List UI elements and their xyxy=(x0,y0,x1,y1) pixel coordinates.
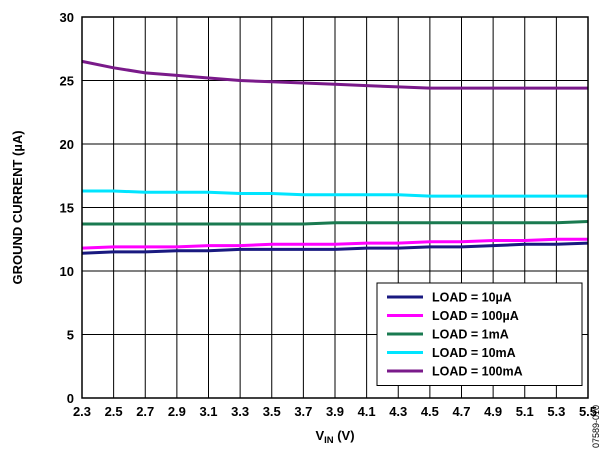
y-tick-label: 0 xyxy=(67,391,74,406)
x-tick-label: 4.3 xyxy=(389,404,407,419)
y-axis-label: GROUND CURRENT (µA) xyxy=(10,130,25,284)
series-line-3 xyxy=(82,189,588,198)
figure-id: 07589-010 xyxy=(591,405,601,448)
series-line-0 xyxy=(81,241,589,255)
y-tick-label: 20 xyxy=(60,137,74,152)
legend-label-2: LOAD = 1mA xyxy=(432,328,509,342)
x-axis-label: VIN (V) xyxy=(315,428,354,446)
y-tick-label: 15 xyxy=(60,201,74,216)
x-axis-label-unit: (V) xyxy=(334,428,355,443)
chart-series xyxy=(81,59,589,255)
x-tick-label: 3.9 xyxy=(326,404,344,419)
x-tick-label: 5.5 xyxy=(579,404,597,419)
legend-label-1: LOAD = 100µA xyxy=(432,309,519,323)
x-tick-label: 4.9 xyxy=(484,404,502,419)
legend-label-0: LOAD = 10µA xyxy=(432,291,512,305)
x-tick-labels: 2.3 2.5 2.7 2.9 3.1 3.3 3.5 3.7 3.9 4.1 4.3 4.5 4.7 4… xyxy=(73,404,597,419)
y-tick-labels: 0 5 10 15 20 25 30 xyxy=(60,10,74,406)
series-line-2 xyxy=(82,220,589,226)
y-tick-label: 25 xyxy=(60,74,74,89)
series-line-4 xyxy=(81,59,588,90)
legend-label-4: LOAD = 100mA xyxy=(432,365,523,379)
x-tick-label: 3.3 xyxy=(231,404,249,419)
x-tick-label: 5.1 xyxy=(516,404,534,419)
x-tick-label: 2.5 xyxy=(105,404,123,419)
x-tick-label: 2.3 xyxy=(73,404,91,419)
x-tick-label: 3.1 xyxy=(199,404,217,419)
series-line-1 xyxy=(81,237,588,250)
x-tick-label: 3.5 xyxy=(263,404,281,419)
x-axis-label-main: V xyxy=(315,428,324,443)
y-tick-label: 30 xyxy=(60,10,74,25)
x-tick-label: 3.7 xyxy=(294,404,312,419)
y-tick-label: 5 xyxy=(67,328,74,343)
chart-legend: LOAD = 10µA LOAD = 100µA LOAD = 1mA LOAD = … xyxy=(376,282,583,386)
x-axis-label-subscript: IN xyxy=(324,435,334,446)
y-tick-label: 10 xyxy=(60,264,74,279)
plot-frame xyxy=(81,16,589,399)
x-tick-label: 4.7 xyxy=(452,404,470,419)
x-tick-label: 2.7 xyxy=(136,404,154,419)
x-tick-label: 4.1 xyxy=(358,404,376,419)
x-tick-label: 4.5 xyxy=(421,404,439,419)
x-tick-label: 2.9 xyxy=(168,404,186,419)
x-tick-label: 5.3 xyxy=(547,404,565,419)
legend-label-3: LOAD = 10mA xyxy=(432,346,516,360)
